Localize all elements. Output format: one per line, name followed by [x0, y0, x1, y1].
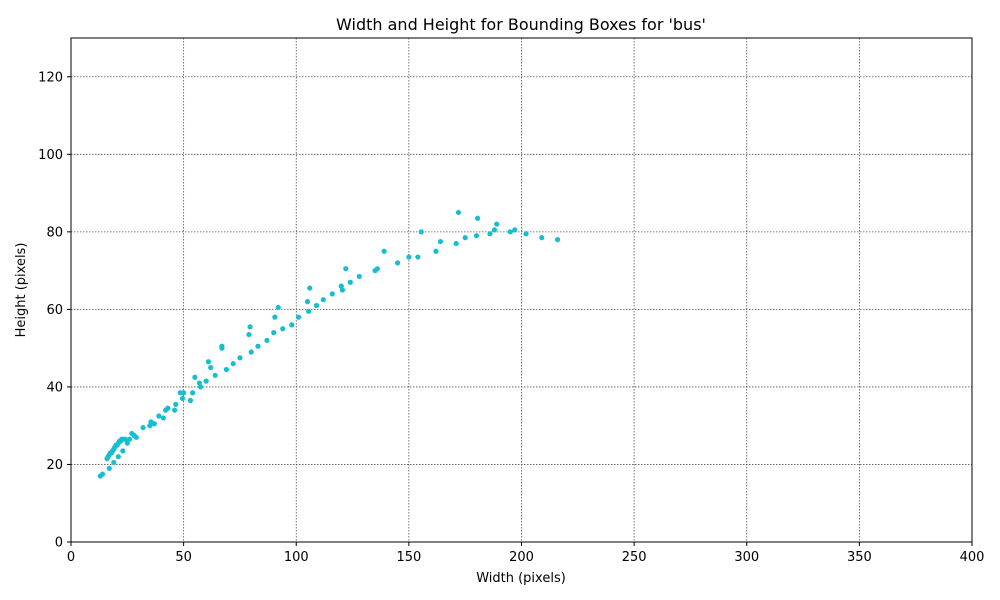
data-point — [307, 285, 313, 291]
data-points — [97, 209, 561, 479]
data-point — [124, 440, 130, 446]
data-point — [190, 390, 196, 396]
data-point — [272, 314, 278, 320]
x-tick-label: 0 — [67, 550, 75, 565]
data-point — [246, 331, 252, 338]
data-point — [179, 395, 186, 402]
y-tick-label: 80 — [46, 225, 63, 240]
x-tick-label: 50 — [175, 550, 192, 565]
data-point — [491, 227, 498, 233]
data-point — [374, 266, 380, 272]
data-point — [106, 465, 112, 471]
data-point — [320, 297, 326, 303]
data-point — [289, 322, 295, 328]
data-point — [381, 248, 387, 254]
data-point — [280, 326, 286, 332]
data-point — [187, 397, 193, 404]
chart-title: Width and Height for Bounding Boxes for … — [336, 15, 706, 34]
data-point — [494, 221, 500, 227]
data-point — [347, 279, 353, 285]
data-point — [156, 413, 162, 419]
data-point — [418, 229, 424, 235]
y-tick-label: 20 — [46, 458, 63, 473]
x-tick-label: 400 — [960, 550, 985, 565]
data-point — [219, 345, 225, 351]
data-point — [173, 401, 179, 407]
y-axis-label: Height (pixels) — [14, 243, 29, 338]
data-point — [99, 471, 106, 477]
data-point — [165, 405, 171, 411]
data-point — [271, 330, 277, 336]
data-point — [111, 459, 117, 466]
y-tick-label: 60 — [46, 303, 63, 318]
data-point — [415, 254, 421, 260]
grid-lines — [71, 38, 972, 542]
data-point — [507, 229, 513, 235]
data-point — [406, 254, 412, 260]
data-point — [133, 434, 139, 440]
data-point — [122, 436, 128, 442]
data-point — [395, 260, 401, 266]
data-point — [264, 337, 270, 343]
data-point — [192, 374, 198, 380]
data-point — [329, 291, 335, 297]
y-tick-label: 100 — [38, 148, 63, 163]
x-tick-label: 100 — [284, 550, 309, 565]
x-tick-label: 300 — [734, 550, 759, 565]
data-point — [212, 372, 218, 378]
data-point — [223, 366, 230, 373]
data-point — [203, 378, 209, 384]
data-point — [255, 343, 261, 349]
data-point — [455, 209, 462, 216]
data-point — [237, 355, 243, 361]
data-point — [313, 302, 320, 309]
x-tick-label: 200 — [509, 550, 534, 565]
data-point — [160, 415, 166, 421]
y-tick-label: 40 — [46, 380, 63, 395]
data-point — [197, 384, 204, 390]
data-point — [304, 299, 311, 305]
y-axis-ticks: 0 20 40 60 80 100 120 — [38, 70, 71, 551]
x-tick-label: 350 — [847, 550, 872, 565]
data-point — [512, 227, 518, 233]
data-point — [473, 233, 480, 239]
data-point — [115, 454, 121, 460]
x-tick-label: 250 — [622, 550, 647, 565]
x-axis-label: Width (pixels) — [476, 571, 566, 586]
data-point — [539, 235, 545, 241]
data-point — [356, 273, 362, 280]
x-tick-label: 150 — [396, 550, 421, 565]
data-point — [140, 425, 146, 431]
data-point — [275, 304, 281, 311]
data-point — [554, 237, 561, 243]
data-point — [433, 248, 439, 254]
data-point — [339, 287, 346, 293]
data-point — [523, 231, 529, 237]
data-point — [474, 215, 481, 221]
y-tick-label: 0 — [55, 536, 63, 551]
data-point — [306, 308, 312, 314]
data-point — [208, 364, 214, 371]
data-point — [248, 349, 254, 355]
data-point — [126, 436, 133, 442]
data-point — [247, 324, 253, 330]
data-point — [437, 238, 444, 245]
data-point — [487, 231, 493, 237]
y-tick-label: 120 — [38, 70, 63, 85]
data-point — [172, 407, 178, 413]
data-point — [120, 448, 126, 454]
data-point — [453, 240, 459, 247]
data-point — [230, 361, 236, 367]
data-point — [295, 314, 302, 320]
data-point — [462, 235, 468, 241]
data-point — [205, 359, 212, 365]
data-point — [343, 266, 349, 272]
data-point — [151, 421, 157, 427]
data-point — [181, 390, 187, 396]
x-axis-ticks: 0 50 100 150 200 250 300 350 400 — [67, 542, 985, 565]
